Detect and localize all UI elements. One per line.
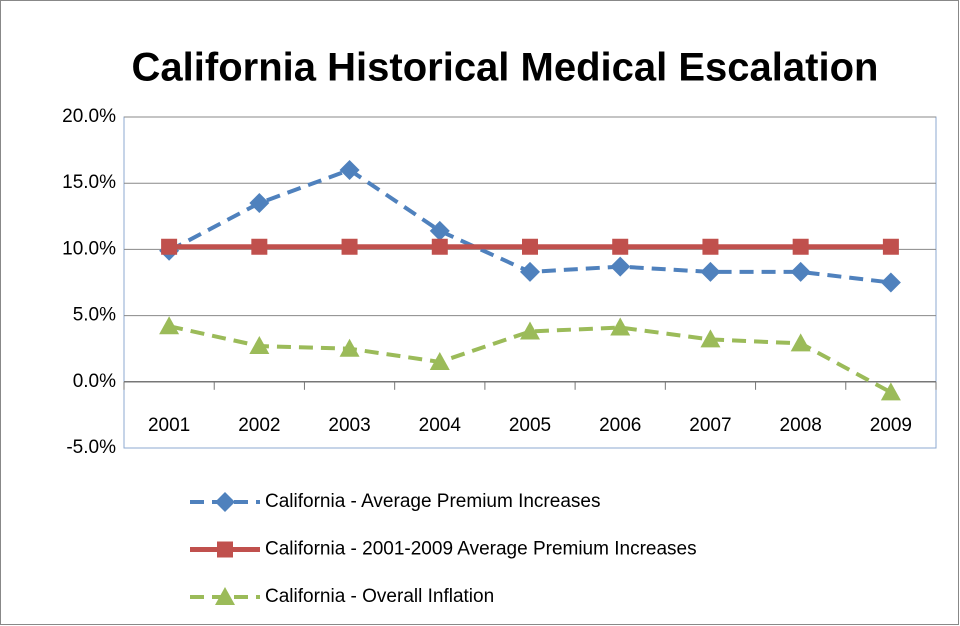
x-tick-label: 2004 [419, 415, 462, 436]
marker-diamond [610, 256, 631, 277]
marker-diamond [215, 492, 235, 512]
marker-diamond [429, 220, 450, 241]
marker-triangle [339, 338, 360, 357]
marker-triangle [520, 321, 540, 340]
marker-triangle [429, 351, 450, 370]
x-tick-label: 2008 [780, 415, 822, 436]
legend-label: California - Overall Inflation [265, 586, 494, 607]
chart-title: California Historical Medical Escalation [132, 46, 879, 90]
marker-diamond [880, 272, 901, 293]
series-line [168, 324, 892, 395]
marker-triangle [610, 317, 631, 336]
y-tick-label: 0.0% [73, 371, 116, 392]
marker-triangle [215, 587, 235, 605]
legend-label: California - Average Premium Increases [265, 491, 600, 512]
x-tick-label: 2001 [148, 415, 190, 436]
marker-triangle [249, 336, 270, 355]
y-tick-label: -5.0% [66, 437, 116, 458]
marker-square [702, 238, 719, 255]
legend-label: California - 2001-2009 Average Premium I… [265, 539, 697, 560]
marker-square [161, 238, 178, 255]
marker-triangle [159, 316, 180, 335]
marker-diamond [249, 193, 270, 214]
y-tick-label: 5.0% [73, 305, 116, 326]
marker-square [431, 238, 448, 255]
marker-square [792, 238, 809, 255]
y-tick-label: 15.0% [62, 172, 116, 193]
x-tick-label: 2002 [238, 415, 280, 436]
marker-diamond [339, 159, 360, 180]
marker-square [612, 238, 629, 255]
x-tick-label: 2005 [509, 415, 551, 436]
x-tick-label: 2007 [689, 415, 731, 436]
marker-square [882, 238, 899, 255]
marker-triangle [880, 382, 901, 401]
y-tick-label: 10.0% [62, 238, 116, 259]
marker-square [217, 541, 233, 558]
marker-square [522, 238, 538, 255]
marker-diamond [790, 261, 811, 282]
x-tick-label: 2006 [599, 415, 641, 436]
marker-diamond [700, 261, 721, 282]
marker-square [341, 238, 358, 255]
x-tick-label: 2009 [870, 415, 912, 436]
marker-triangle [790, 333, 811, 352]
marker-triangle [700, 329, 721, 348]
marker-square [251, 238, 268, 255]
marker-diamond [520, 261, 540, 282]
y-tick-label: 20.0% [62, 106, 116, 127]
plot-frame [123, 116, 937, 449]
x-tick-label: 2003 [328, 415, 370, 436]
